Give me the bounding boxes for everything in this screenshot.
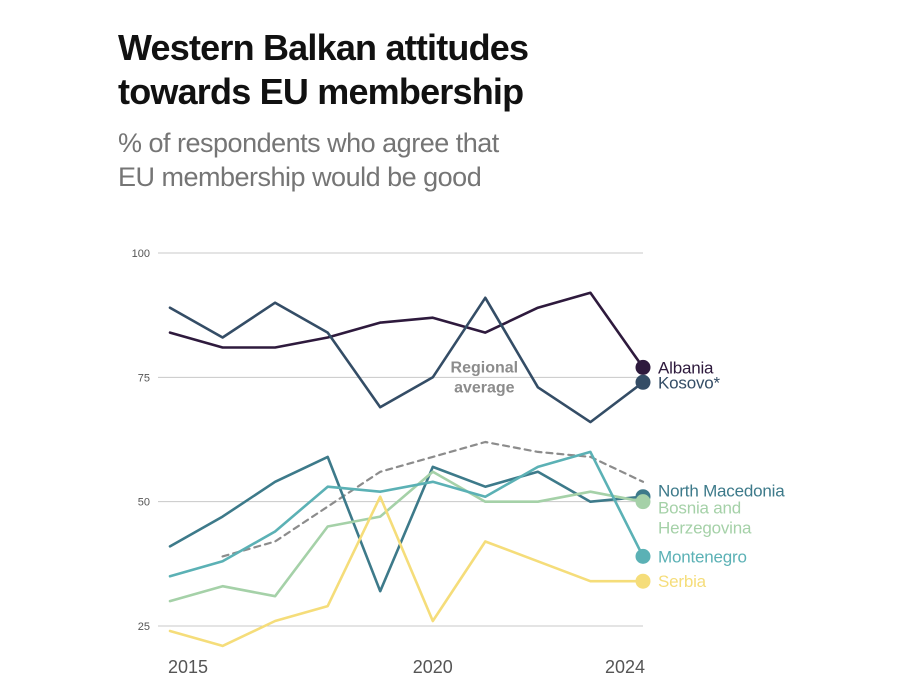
series-line-serbia	[168, 495, 645, 648]
series-label-north-macedonia: North Macedonia	[658, 482, 785, 501]
series-end-dot-bosnia-and-herzegovina	[635, 494, 651, 510]
chart-subtitle: % of respondents who agree that EU membe…	[118, 126, 678, 194]
chart-title-line-2: towards EU membership	[118, 71, 524, 112]
y-tick-label: 100	[132, 248, 150, 260]
series-label-albania: Albania	[658, 358, 714, 377]
series-end-dot-albania	[635, 359, 651, 375]
y-tick-label: 75	[138, 372, 150, 384]
x-axis-ticks: 2015 2020 2024	[168, 657, 645, 677]
x-tick-label: 2024	[605, 657, 645, 677]
chart-title: Western Balkan attitudes towards EU memb…	[118, 26, 638, 114]
annotation-regional-average-line-2: average	[454, 379, 515, 396]
y-axis-ticks: 25 50 75 100	[132, 248, 150, 633]
chart-subtitle-line-1: % of respondents who agree that	[118, 128, 499, 158]
annotations: Regional average	[451, 359, 519, 396]
series-line-kosovo	[168, 296, 645, 424]
series-label-kosovo: Kosovo*	[658, 373, 721, 392]
chart-title-line-1: Western Balkan attitudes	[118, 27, 529, 68]
series-lines	[168, 291, 651, 648]
y-tick-label: 50	[138, 497, 150, 509]
series-end-dot-serbia	[635, 573, 651, 589]
series-label-bosnia-and-herzegovina: Bosnia and	[658, 499, 741, 518]
series-line-albania	[168, 291, 645, 369]
series-line-montenegro	[168, 450, 645, 578]
series-end-dot-kosovo	[635, 374, 651, 390]
series-label-serbia: Serbia	[658, 572, 707, 591]
series-label-montenegro: Montenegro	[658, 547, 747, 566]
x-tick-label: 2015	[168, 657, 208, 677]
series-line-regional-average	[221, 440, 645, 558]
annotation-regional-average-line-1: Regional	[451, 359, 519, 376]
series-label-bosnia-and-herzegovina: Herzegovina	[658, 519, 752, 538]
chart-subtitle-line-2: EU membership would be good	[118, 162, 482, 192]
series-end-dot-montenegro	[635, 548, 651, 564]
series-line-bosnia-and-herzegovina	[168, 470, 645, 603]
gridlines	[158, 252, 643, 627]
x-tick-label: 2020	[413, 657, 453, 677]
y-tick-label: 25	[138, 621, 150, 633]
series-line-north-macedonia	[168, 455, 645, 593]
